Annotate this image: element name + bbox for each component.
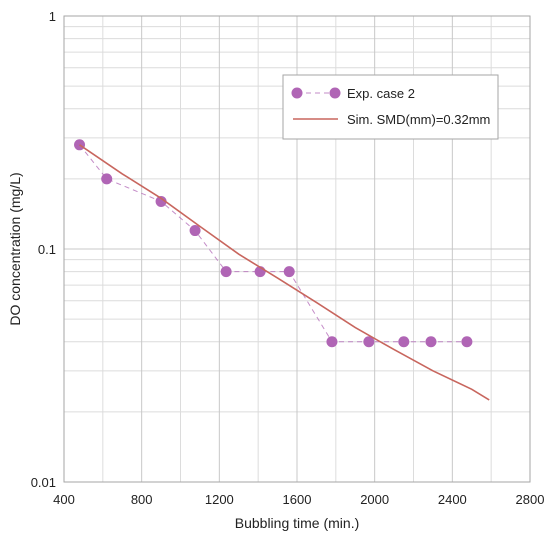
y-axis-label: DO concentration (mg/L)	[7, 172, 23, 325]
legend-entry-label: Exp. case 2	[347, 86, 415, 101]
y-tick-label: 0.01	[31, 475, 56, 490]
experiment-dashed-line	[79, 144, 467, 343]
y-tick-label: 1	[49, 9, 56, 24]
x-tick-label: 400	[53, 492, 75, 507]
legend-marker-swatch	[329, 87, 341, 99]
x-tick-label: 2800	[516, 492, 545, 507]
experiment-data-point	[101, 173, 113, 185]
x-tick-label: 1600	[283, 492, 312, 507]
experiment-data-point	[283, 266, 295, 278]
y-tick-label: 0.1	[38, 242, 56, 257]
legend-items: Exp. case 2 Sim. SMD(mm)=0.32mm	[291, 86, 490, 127]
simulation-line	[79, 144, 490, 401]
x-tick-label: 1200	[205, 492, 234, 507]
x-axis-label: Bubbling time (min.)	[235, 515, 360, 531]
series-layer	[74, 139, 490, 401]
experiment-data-point	[398, 336, 410, 348]
legend: Exp. case 2 Sim. SMD(mm)=0.32mm	[282, 74, 499, 140]
legend-marker-swatch	[291, 87, 303, 99]
plot-area-frame	[63, 15, 531, 483]
legend-entry-label: Sim. SMD(mm)=0.32mm	[347, 112, 490, 127]
experiment-data-point	[155, 195, 167, 207]
x-tick-label: 2400	[438, 492, 467, 507]
x-axis-tick-labels: 400 800 1200 1600 2000 2400 2800	[53, 492, 544, 507]
x-tick-label: 2000	[360, 492, 389, 507]
experiment-data-point	[363, 336, 375, 348]
legend-box	[282, 74, 499, 140]
experiment-data-point	[425, 336, 437, 348]
experiment-data-point	[220, 266, 232, 278]
x-tick-label: 800	[131, 492, 153, 507]
experiment-data-point	[461, 336, 473, 348]
experiment-data-point	[189, 225, 201, 237]
y-axis-tick-labels: 0.01 0.1 1	[31, 9, 56, 490]
experiment-data-point	[326, 336, 338, 348]
